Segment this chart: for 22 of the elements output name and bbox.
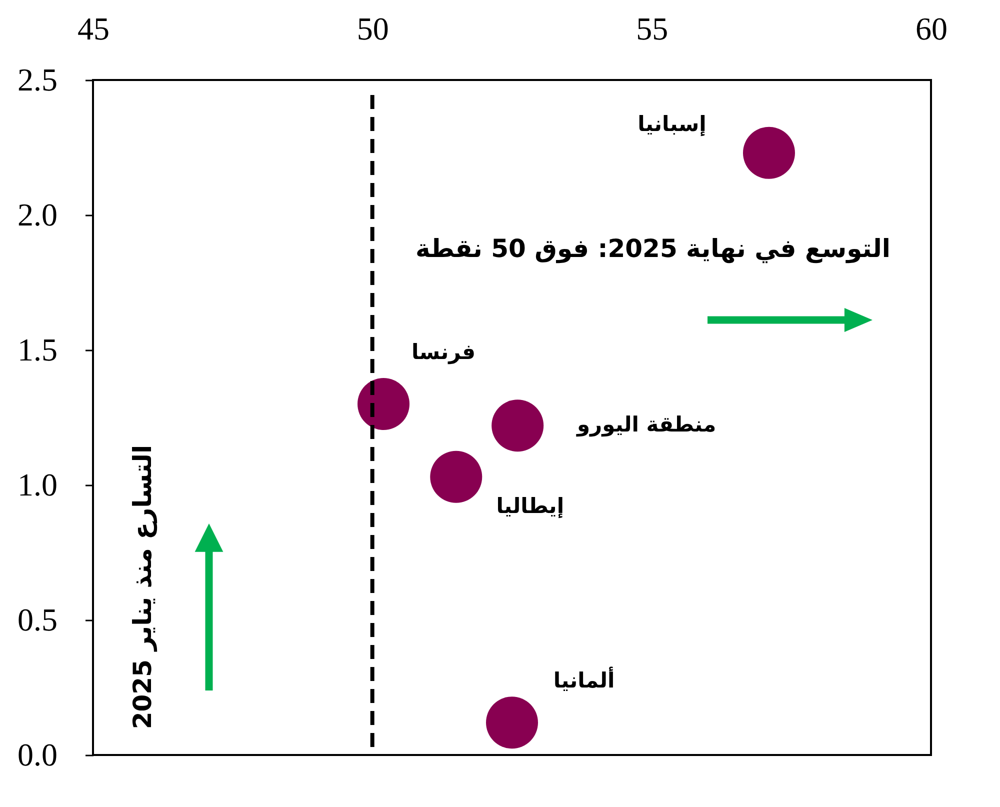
point: [742, 126, 795, 179]
y-tick-label: 0.5: [18, 602, 58, 638]
y-tick-label: 0.0: [18, 736, 58, 772]
point: [430, 450, 482, 503]
x-tick-label: 45: [78, 10, 110, 46]
y-tick-label: 2.0: [18, 196, 58, 232]
series-label: إسبانيا: [638, 112, 706, 137]
y-tick-label: 2.5: [18, 62, 58, 98]
point: [486, 696, 538, 749]
x-tick-label: 55: [636, 10, 668, 46]
x-tick-label: 50: [356, 10, 389, 46]
series-label: فرنسا: [412, 340, 476, 365]
annotation: التسارع منذ يناير 2025: [128, 444, 158, 730]
y-tick-label: 1.0: [18, 466, 58, 502]
point: [358, 378, 410, 430]
series-label: إيطاليا: [496, 494, 564, 519]
series-label: ألمانيا: [553, 666, 615, 693]
point: [492, 400, 544, 452]
series-label: منطقة اليورو: [576, 412, 716, 438]
annotation: التوسع في نهاية 2025: فوق 50 نقطة: [416, 234, 890, 264]
y-tick-label: 1.5: [18, 332, 58, 368]
x-tick-label: 60: [916, 10, 948, 46]
